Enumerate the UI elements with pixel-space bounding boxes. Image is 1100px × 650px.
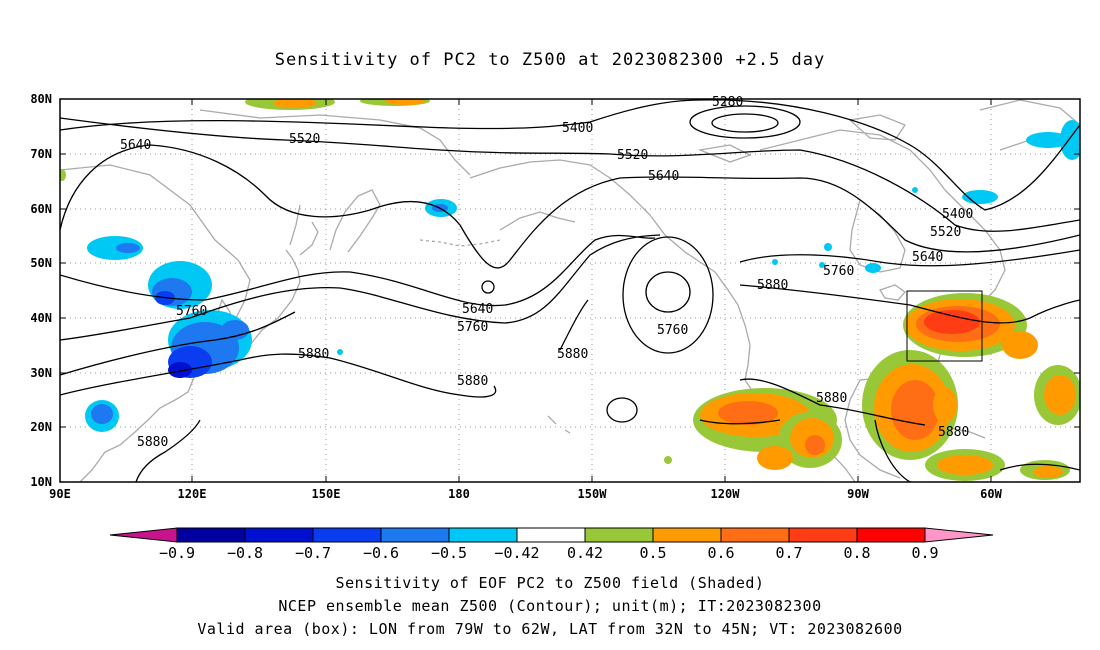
- map-title: Sensitivity of PC2 to Z500 at 2023082300…: [274, 50, 826, 70]
- colorbar-low-extend: [109, 527, 178, 543]
- lat-label-60n: 60N: [30, 202, 52, 216]
- colorbar-tick-label: −0.7: [295, 544, 331, 562]
- lon-label-120w: 120W: [711, 487, 741, 501]
- colorbar-swatch: [652, 527, 722, 543]
- contour-label: 5640: [462, 302, 493, 317]
- lon-label-120e: 120E: [178, 487, 207, 501]
- colorbar-high-extend: [924, 527, 994, 543]
- lon-label-180: 180: [448, 487, 470, 501]
- colorbar-tick-label: 0.42: [567, 544, 603, 562]
- colorbar-swatch: [244, 527, 314, 543]
- contour-label: 5280: [712, 95, 743, 110]
- lat-label-40n: 40N: [30, 311, 52, 325]
- contour-value-labels: 5280 5400 5400 5520 5520 5520 5640 5640 …: [120, 95, 973, 450]
- sensitivity-shading: [60, 99, 1080, 481]
- z500-contours: [60, 99, 1080, 482]
- lat-label-70n: 70N: [30, 147, 52, 161]
- contour-label: 5760: [823, 264, 854, 279]
- valid-area-box: [906, 290, 983, 362]
- contour-label: 5640: [648, 169, 679, 184]
- lon-label-60w: 60W: [980, 487, 1002, 501]
- colorbar-tick-label: 0.7: [775, 544, 802, 562]
- contour-label: 5640: [912, 250, 943, 265]
- longitude-labels: 90E 120E 150E 180 150W 120W 90W 60W: [49, 487, 1002, 501]
- colorbar-swatch: [856, 527, 926, 543]
- colorbar-swatch: [516, 527, 586, 543]
- tick-marks: [60, 98, 1080, 482]
- map-body: [60, 99, 1080, 482]
- contour-label: 5400: [562, 121, 593, 136]
- colorbar-tick-label: −0.42: [494, 544, 539, 562]
- colorbar-swatch: [312, 527, 382, 543]
- colorbar-swatch: [380, 527, 450, 543]
- contour-label: 5640: [120, 138, 151, 153]
- contour-label: 5760: [176, 304, 207, 319]
- colorbar: −0.9 −0.8 −0.7 −0.6 −0.5 −0.42 0.42 0.5 0.6 0.7 0.…: [109, 527, 994, 562]
- contour-label: 5400: [942, 207, 973, 222]
- contour-label: 5880: [557, 347, 588, 362]
- contour-label: 5520: [289, 132, 320, 147]
- lat-label-80n: 80N: [30, 92, 52, 106]
- lat-label-50n: 50N: [30, 256, 52, 270]
- lat-label-30n: 30N: [30, 366, 52, 380]
- caption-valid-area: Valid area (box): LON from 79W to 62W, L…: [197, 620, 903, 638]
- caption-contour: NCEP ensemble mean Z500 (Contour); unit(…: [278, 597, 822, 615]
- lon-label-150e: 150E: [312, 487, 341, 501]
- contour-label: 5760: [457, 320, 488, 335]
- contour-label: 5880: [137, 435, 168, 450]
- contour-label: 5880: [938, 425, 969, 440]
- lat-label-10n: 10N: [30, 475, 52, 489]
- colorbar-tick-label: −0.6: [363, 544, 399, 562]
- lat-label-20n: 20N: [30, 420, 52, 434]
- colorbar-tick-label: 0.5: [639, 544, 666, 562]
- latitude-labels: 80N 70N 60N 50N 40N 30N 20N 10N: [30, 92, 52, 489]
- colorbar-tick-label: −0.8: [227, 544, 263, 562]
- lon-label-150w: 150W: [578, 487, 608, 501]
- contour-label: 5520: [617, 148, 648, 163]
- colorbar-tick-label: 0.8: [843, 544, 870, 562]
- colorbar-tick-label: −0.9: [159, 544, 195, 562]
- contour-label: 5520: [930, 225, 961, 240]
- contour-label: 5880: [457, 374, 488, 389]
- contour-label: 5880: [816, 391, 847, 406]
- colorbar-tick-label: 0.9: [911, 544, 938, 562]
- colorbar-swatch: [720, 527, 790, 543]
- colorbar-swatch: [448, 527, 518, 543]
- lon-label-90w: 90W: [847, 487, 869, 501]
- colorbar-swatch: [584, 527, 654, 543]
- colorbar-swatch: [788, 527, 858, 543]
- colorbar-tick-label: −0.5: [431, 544, 467, 562]
- colorbar-swatch: [176, 527, 246, 543]
- colorbar-tick-label: 0.6: [707, 544, 734, 562]
- lon-label-90e: 90E: [49, 487, 71, 501]
- contour-label: 5760: [657, 323, 688, 338]
- contour-label: 5880: [298, 347, 329, 362]
- contour-label: 5880: [757, 278, 788, 293]
- map-frame: [59, 98, 1081, 483]
- caption-shaded: Sensitivity of EOF PC2 to Z500 field (Sh…: [335, 574, 765, 592]
